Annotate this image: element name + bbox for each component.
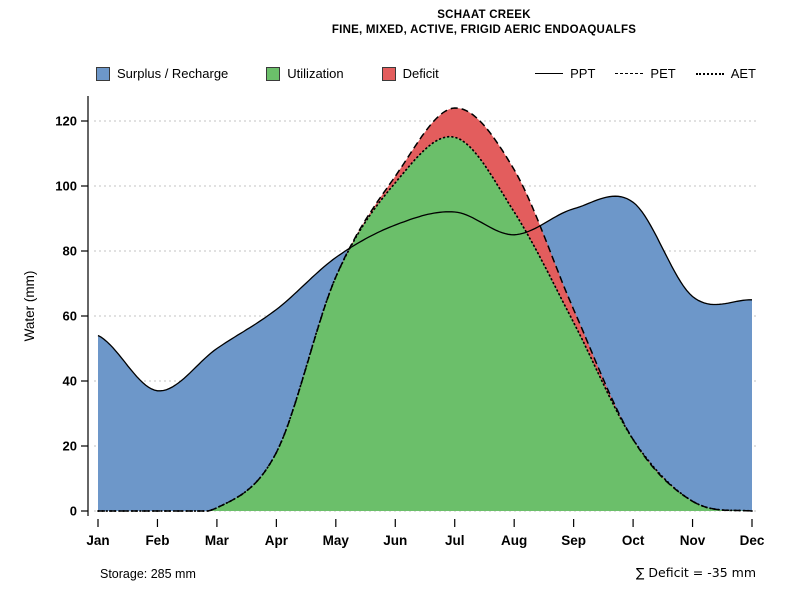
svg-text:Water (mm): Water (mm) — [22, 271, 37, 342]
storage-annotation: Storage: 285 mm — [100, 567, 196, 581]
svg-text:120: 120 — [55, 114, 77, 129]
legend: Surplus / Recharge Utilization Deficit P… — [96, 66, 756, 81]
ppt-line-sample — [535, 73, 564, 74]
svg-text:Feb: Feb — [145, 533, 169, 548]
svg-text:Apr: Apr — [265, 533, 289, 548]
deficit-swatch — [381, 66, 396, 81]
utilization-swatch — [266, 66, 281, 81]
chart-subtitle: FINE, MIXED, ACTIVE, FRIGID AERIC ENDOAQ… — [331, 24, 637, 36]
svg-text:80: 80 — [63, 244, 77, 259]
svg-text:Mar: Mar — [205, 533, 230, 548]
surplus-swatch — [96, 66, 110, 81]
legend-line-group: PPT PET AET — [535, 66, 756, 81]
legend-item-ppt: PPT — [535, 66, 595, 81]
ppt-label: PPT — [570, 66, 596, 81]
svg-text:Nov: Nov — [680, 533, 706, 548]
deficit-label: Deficit — [402, 66, 439, 81]
svg-text:Dec: Dec — [740, 533, 765, 548]
svg-text:40: 40 — [63, 374, 77, 389]
legend-fill-group: Surplus / Recharge Utilization Deficit — [96, 66, 439, 81]
aet-label: AET — [730, 66, 756, 81]
svg-text:May: May — [323, 533, 350, 548]
svg-text:20: 20 — [63, 439, 77, 454]
legend-item-pet: PET — [615, 66, 676, 81]
legend-item-utilization: Utilization — [266, 66, 344, 81]
svg-text:Sep: Sep — [561, 533, 586, 548]
legend-item-aet: AET — [695, 66, 756, 81]
surplus-label: Surplus / Recharge — [117, 66, 229, 81]
pet-label: PET — [650, 66, 676, 81]
legend-item-deficit: Deficit — [381, 66, 439, 81]
deficit-annotation: ∑ Deficit = -35 mm — [636, 565, 756, 580]
svg-text:Oct: Oct — [622, 533, 645, 548]
utilization-label: Utilization — [287, 66, 344, 81]
svg-text:0: 0 — [70, 504, 77, 519]
svg-text:Jun: Jun — [383, 533, 407, 548]
aet-line-sample — [695, 72, 724, 75]
chart-title: SCHAAT CREEK — [437, 9, 531, 21]
svg-text:100: 100 — [55, 179, 77, 194]
pet-line-sample — [615, 73, 644, 74]
svg-text:60: 60 — [63, 309, 77, 324]
chart-title-block: SCHAAT CREEK FINE, MIXED, ACTIVE, FRIGID… — [164, 8, 800, 38]
svg-text:Jul: Jul — [445, 533, 465, 548]
legend-item-surplus: Surplus / Recharge — [96, 66, 228, 81]
svg-text:Jan: Jan — [86, 533, 109, 548]
svg-text:Aug: Aug — [501, 533, 527, 548]
